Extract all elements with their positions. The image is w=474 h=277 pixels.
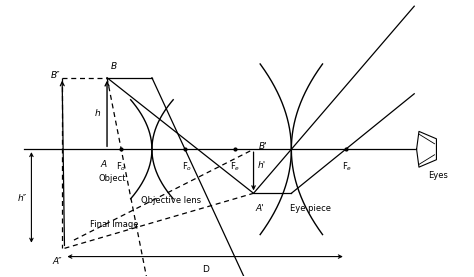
Text: B: B [111, 62, 117, 71]
Text: h': h' [258, 161, 266, 170]
Text: D: D [201, 265, 209, 274]
Text: F$_o$: F$_o$ [182, 160, 192, 173]
Text: F$_e$: F$_e$ [229, 160, 240, 173]
Text: A″: A″ [53, 257, 62, 266]
Text: Eyes: Eyes [428, 171, 448, 180]
Polygon shape [417, 131, 437, 167]
Text: h: h [95, 109, 101, 118]
Text: Object: Object [98, 174, 126, 183]
Text: A': A' [256, 204, 264, 213]
Text: A: A [100, 160, 107, 169]
Text: B': B' [259, 142, 268, 151]
Text: F$_o$: F$_o$ [116, 160, 127, 173]
Text: Eye piece: Eye piece [290, 204, 331, 213]
Text: Final Image: Final Image [91, 220, 139, 229]
Text: B″: B″ [50, 71, 60, 80]
Text: h″: h″ [18, 194, 27, 203]
Text: Objective lens: Objective lens [141, 196, 201, 205]
Text: F$_e$: F$_e$ [341, 160, 352, 173]
